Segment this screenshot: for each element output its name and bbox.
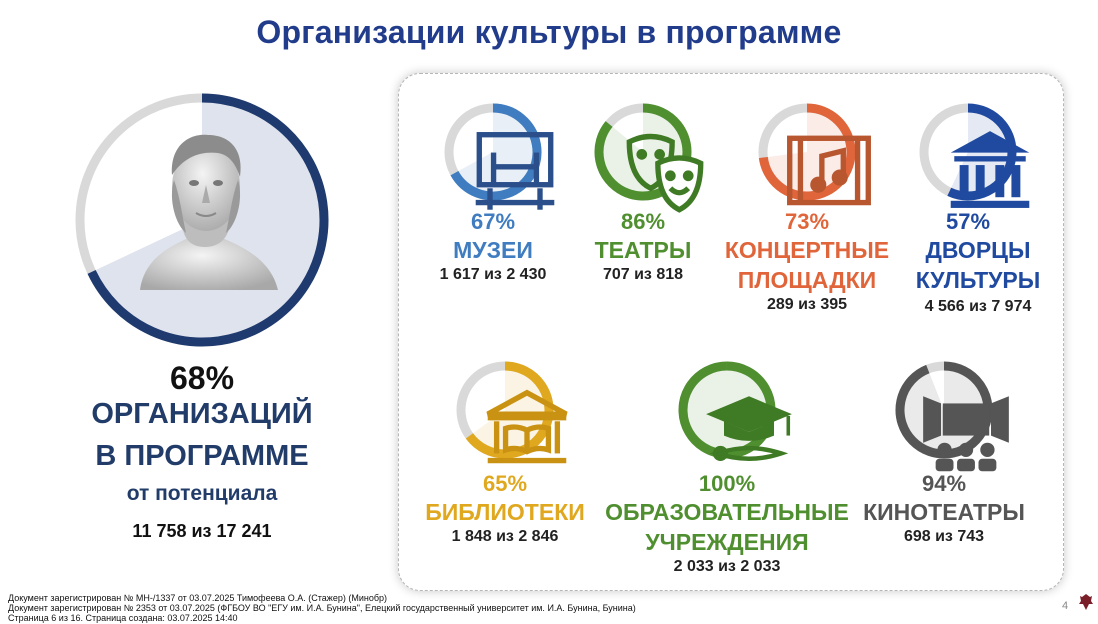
ring-progress-arc [450, 103, 542, 201]
footer-line1: Документ зарегистрирован № МН-/1337 от 0… [8, 593, 387, 603]
summary-label-line1: ОРГАНИЗАЦИЙ [91, 398, 313, 430]
libraries-name: БИБЛИОТЕКИ [425, 499, 585, 525]
theatres-progress-ring [593, 102, 704, 213]
concert-venues-name-line2: ПЛОЩАДКИ [737, 267, 877, 293]
concert-venues-percent: 73% [784, 209, 830, 234]
educational-name-line1: ОБРАЗОВАТЕЛЬНЫЕ [605, 499, 849, 525]
cinemas-progress-ring [894, 360, 1009, 472]
concert-stage-icon [787, 135, 871, 206]
cinema-icon [923, 396, 1009, 472]
palace-icon [950, 131, 1030, 208]
museum-icon [475, 132, 555, 210]
culture-palaces-count: 4 566 из 7 974 [924, 298, 1032, 315]
coat-of-arms-icon [1079, 594, 1093, 610]
museums-progress-ring [443, 102, 555, 210]
libraries-count: 1 848 из 2 846 [451, 528, 559, 545]
museums-name: МУЗЕИ [453, 237, 533, 263]
summary-percent: 68% [169, 360, 235, 396]
culture-palaces-progress-ring [918, 102, 1030, 208]
ring-progress-arc [895, 361, 993, 459]
concert-venues-count: 289 из 395 [766, 296, 848, 313]
cinemas-count: 698 из 743 [903, 528, 985, 545]
culture-palaces-percent: 57% [945, 209, 991, 234]
summary-label-line2: В ПРОГРАММЕ [95, 440, 309, 472]
culture-palaces-name-line2: КУЛЬТУРЫ [915, 267, 1041, 293]
summary-count: 11 758 из 17 241 [132, 521, 272, 541]
cinemas-percent: 94% [921, 471, 967, 496]
museums-percent: 67% [470, 209, 516, 234]
concert-venues-name-line1: КОНЦЕРТНЫЕ [724, 237, 890, 263]
summary-label-line3: от потенциала [126, 482, 278, 505]
footer-line3: Страница 6 из 16. Страница создана: 03.0… [8, 613, 238, 623]
libraries-progress-ring [455, 360, 568, 464]
pushkin-bust-image [140, 134, 278, 290]
library-icon [486, 389, 568, 464]
educational-name-line2: УЧРЕЖДЕНИЯ [645, 529, 809, 555]
theatres-count: 707 из 818 [602, 266, 684, 283]
ring-progress-arc [947, 103, 1017, 201]
page-title: Организации культуры в программе [256, 14, 842, 50]
concert-venues-progress-ring [757, 102, 871, 206]
museums-count: 1 617 из 2 430 [439, 266, 547, 283]
theatres-name: ТЕАТРЫ [594, 237, 692, 263]
page-number: 4 [1062, 600, 1069, 612]
culture-palaces-name-line1: ДВОРЦЫ [925, 237, 1031, 263]
footer-line2: Документ зарегистрирован № 2353 от 03.07… [8, 603, 636, 613]
libraries-percent: 65% [482, 471, 528, 496]
educational-percent: 100% [698, 471, 756, 496]
educational-count: 2 033 из 2 033 [673, 558, 781, 575]
educational-progress-ring [677, 360, 792, 462]
theatre-masks-icon [626, 133, 704, 213]
theatres-percent: 86% [620, 209, 666, 234]
graduation-cap-icon [706, 396, 792, 462]
document-registration-footer: Документ зарегистрирован № МН-/1337 от 0… [8, 593, 636, 623]
cinemas-name: КИНОТЕАТРЫ [863, 499, 1025, 525]
